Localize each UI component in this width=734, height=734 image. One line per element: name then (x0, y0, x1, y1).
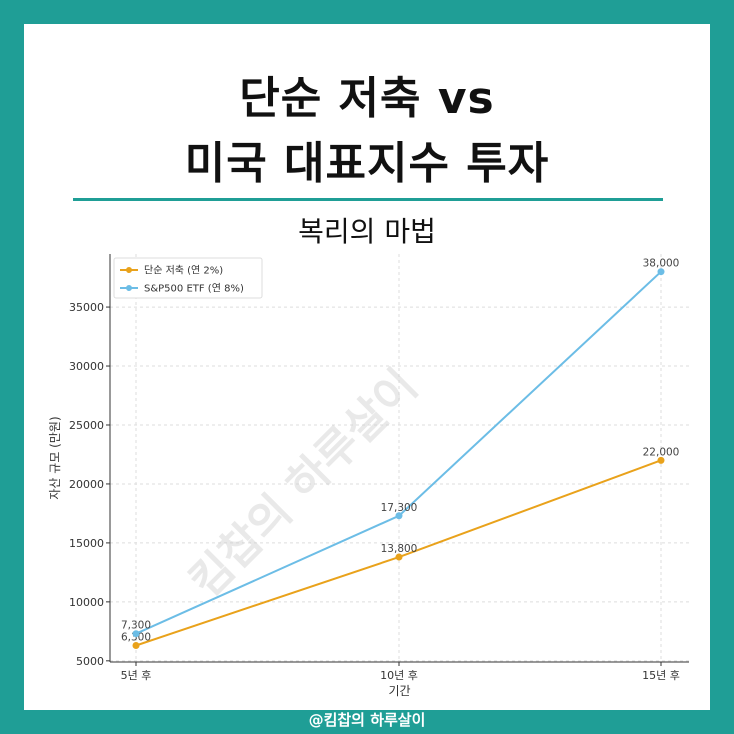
data-point (395, 512, 403, 520)
data-label: 17,300 (381, 502, 418, 514)
data-label: 13,800 (381, 543, 418, 555)
title-line-1: 단순 저축 vs (239, 73, 495, 124)
data-point (132, 641, 140, 649)
y-tick-label: 20000 (69, 478, 104, 491)
x-tick-label: 10년 후 (380, 669, 418, 682)
legend-label: 단순 저축 (연 2%) (144, 265, 223, 277)
y-tick-label: 30000 (69, 360, 104, 373)
card: 단순 저축 vs 미국 대표지수 투자 복리의 마법 킴찹의 하루살이 5000 1… (24, 24, 710, 710)
data-point (657, 268, 665, 276)
data-label: 38,000 (643, 258, 680, 270)
title-line-2: 미국 대표지수 투자 (184, 138, 550, 189)
line-chart: 킴찹의 하루살이 5000 10000 15000 20000 25000 30000 350… (48, 254, 689, 698)
x-tick-label: 5년 후 (121, 669, 152, 682)
chart-subtitle: 복리의 마법 (298, 215, 436, 248)
y-tick-label: 10000 (69, 596, 104, 609)
data-label: 7,300 (121, 620, 151, 632)
x-axis-title: 기간 (388, 684, 410, 698)
data-label: 22,000 (643, 446, 680, 458)
footer-handle: @킴찹의 하루살이 (308, 711, 426, 729)
legend-swatch-marker (126, 267, 132, 273)
legend-label: S&P500 ETF (연 8%) (144, 283, 244, 295)
y-tick-label: 35000 (69, 301, 104, 314)
y-tick-label: 15000 (69, 537, 104, 550)
y-axis-title: 자산 규모 (만원) (48, 416, 62, 499)
x-tick-label: 15년 후 (642, 669, 680, 682)
title-divider (73, 198, 663, 201)
data-point (395, 553, 403, 561)
y-tick-label: 5000 (76, 655, 104, 668)
watermark-text: 킴찹의 하루살이 (180, 360, 427, 607)
data-point (132, 630, 140, 638)
y-tick-label: 25000 (69, 419, 104, 432)
legend-box (113, 257, 263, 299)
legend-swatch-marker (126, 285, 132, 291)
data-label: 6,300 (121, 631, 151, 643)
data-point (657, 456, 665, 464)
